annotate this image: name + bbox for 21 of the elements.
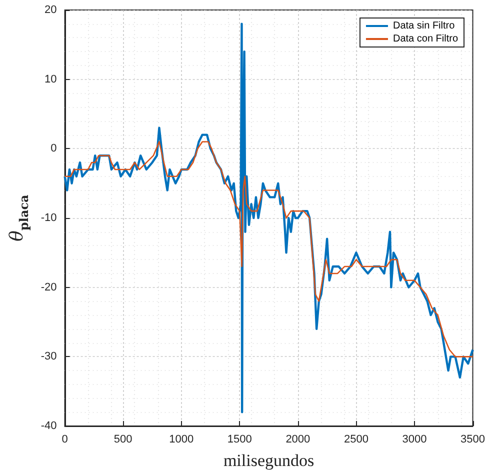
y-tick-label: 10 <box>44 73 57 86</box>
x-tick-label: 2500 <box>344 434 368 446</box>
x-tick-label: 3000 <box>402 434 427 446</box>
y-tick-label: -20 <box>40 281 57 294</box>
line-series <box>64 141 474 358</box>
legend-label: Data sin Filtro <box>392 20 456 32</box>
x-tick-label: 0 <box>62 434 68 446</box>
y-axis-title: θplaca <box>6 194 31 242</box>
x-tick-label: 1500 <box>227 434 252 446</box>
y-tick-label: 20 <box>44 4 57 16</box>
x-tick-label: 1000 <box>169 434 194 446</box>
y-tick-label: -30 <box>40 350 57 363</box>
y-tick-label: 0 <box>50 142 57 155</box>
x-axis-title: milisegundos <box>223 451 314 470</box>
x-tick-label: 2000 <box>286 434 310 446</box>
line-series <box>64 22 474 414</box>
legend-label: Data con Filtro <box>392 34 458 44</box>
x-tick-label: 3500 <box>460 434 486 446</box>
x-tick-label: 500 <box>114 434 132 446</box>
y-tick-label: -40 <box>40 420 57 432</box>
y-tick-label: -10 <box>40 212 57 224</box>
